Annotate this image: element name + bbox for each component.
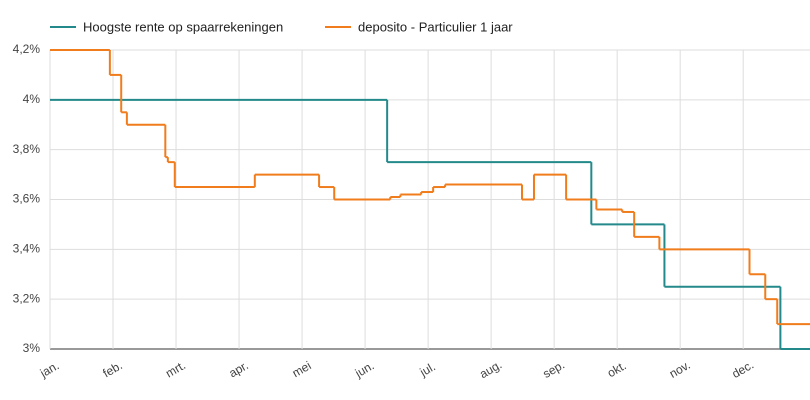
x-tick-label: jan. xyxy=(37,358,62,380)
x-tick-label: mrt. xyxy=(163,358,188,380)
y-tick-label: 3,2% xyxy=(13,291,41,305)
legend-item: Hoogste rente op spaarrekeningen xyxy=(50,19,283,34)
y-tick-label: 3,4% xyxy=(13,242,41,256)
x-tick-label: apr. xyxy=(226,358,250,380)
series xyxy=(50,49,810,326)
legend-label: deposito - Particulier 1 jaar xyxy=(358,19,513,34)
x-tick-label: okt. xyxy=(605,358,629,380)
x-tick-label: feb. xyxy=(100,358,124,380)
x-tick-label: mei xyxy=(290,358,314,380)
y-tick-label: 4,2% xyxy=(13,42,41,56)
y-tick-label: 3,8% xyxy=(13,142,41,156)
x-tick-label: jul. xyxy=(417,359,438,379)
x-tick-label: dec. xyxy=(729,358,756,381)
x-tick-label: jun. xyxy=(352,358,377,380)
x-tick-label: aug. xyxy=(477,357,504,381)
y-tick-label: 3,6% xyxy=(13,192,41,206)
legend-label: Hoogste rente op spaarrekeningen xyxy=(83,19,283,34)
x-tick-label: nov. xyxy=(667,358,693,381)
series xyxy=(50,98,810,350)
y-tick-label: 4% xyxy=(23,92,41,106)
x-tick-label: sep. xyxy=(540,358,567,381)
y-tick-label: 3% xyxy=(23,341,41,355)
legend-item: deposito - Particulier 1 jaar xyxy=(325,19,513,34)
